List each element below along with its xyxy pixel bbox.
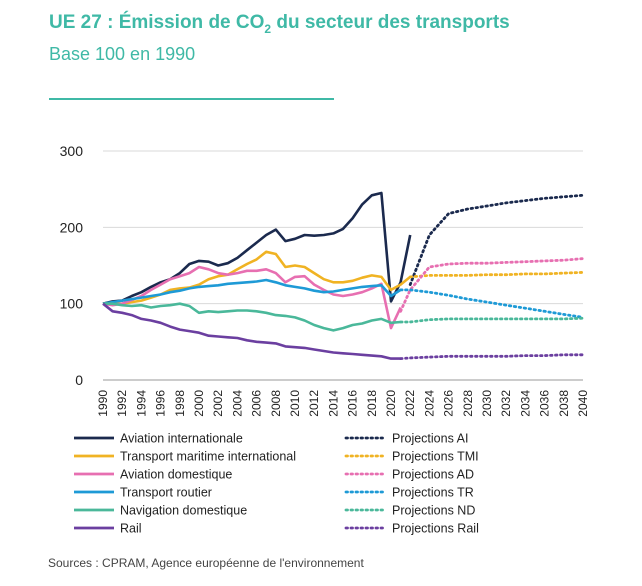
x-tick-label: 2026 — [442, 390, 456, 417]
legend-label: Transport routier — [120, 486, 212, 500]
series-line — [408, 193, 585, 287]
x-tick-label: 2038 — [557, 390, 571, 417]
y-tick-label: 0 — [75, 372, 83, 388]
x-tick-label: 1992 — [115, 390, 129, 417]
series-line — [102, 265, 402, 330]
legend-label: Aviation internationale — [120, 432, 243, 446]
series-line — [102, 191, 412, 305]
x-tick-label: 1990 — [96, 390, 110, 417]
series-line — [399, 353, 585, 361]
series-line — [102, 302, 401, 360]
series-line — [102, 278, 402, 305]
x-tick-label: 2036 — [538, 390, 552, 417]
legend-label: Navigation domestique — [120, 504, 247, 518]
x-tick-label: 1994 — [134, 390, 148, 417]
x-tick-label: 2018 — [365, 390, 379, 417]
x-tick-label: 2002 — [211, 390, 225, 417]
x-tick-label: 1996 — [154, 390, 168, 417]
x-tick-label: 2040 — [576, 390, 590, 417]
chart-title: UE 27 : Émission de CO2 du secteur des t… — [49, 12, 510, 36]
x-tick-label: 2028 — [461, 390, 475, 417]
x-tick-label: 2014 — [326, 390, 340, 417]
x-tick-label: 2020 — [384, 390, 398, 417]
legend-label: Projections TR — [392, 486, 474, 500]
title-suffix: du secteur des transports — [271, 12, 510, 33]
legend-label: Projections Rail — [392, 522, 479, 536]
series-line — [408, 270, 585, 279]
legend-label: Projections AI — [392, 432, 468, 446]
title-prefix: UE 27 : Émission de CO — [49, 12, 265, 33]
legend-label: Projections TMI — [392, 450, 479, 464]
legend-label: Aviation domestique — [120, 468, 232, 482]
x-tick-label: 2024 — [422, 390, 436, 417]
y-tick-label: 300 — [60, 143, 84, 159]
legend-label: Projections ND — [392, 504, 475, 518]
y-tick-label: 200 — [60, 219, 84, 235]
x-tick-label: 2032 — [499, 390, 513, 417]
legend-label: Rail — [120, 522, 142, 536]
series-line — [399, 288, 585, 319]
x-tick-label: 2034 — [518, 390, 532, 417]
x-tick-label: 2004 — [230, 390, 244, 417]
grid-lines — [103, 150, 583, 381]
x-tick-label: 2010 — [288, 390, 302, 417]
y-axis-ticks: 0 100 200 300 — [60, 143, 84, 388]
chart-subtitle: Base 100 en 1990 — [49, 44, 196, 64]
x-tick-label: 2000 — [192, 390, 206, 417]
title-divider — [49, 98, 334, 100]
x-tick-label: 2008 — [269, 390, 283, 417]
x-tick-label: 2016 — [346, 390, 360, 417]
x-tick-label: 2012 — [307, 390, 321, 417]
series-line — [103, 302, 401, 332]
series-line — [399, 316, 585, 324]
legend-label: Projections AD — [392, 468, 474, 482]
chart-legend: Aviation internationale Transport maritim… — [74, 432, 479, 536]
source-note: Sources : CPRAM, Agence européenne de l'… — [48, 556, 364, 570]
series-lines — [102, 191, 585, 361]
x-tick-label: 2006 — [250, 390, 264, 417]
x-axis-ticks: 1990 1992 1994 1996 1998 2000 2002 2004 2006 2008… — [96, 390, 590, 417]
x-tick-label: 2030 — [480, 390, 494, 417]
series-line — [399, 257, 585, 313]
title-subscript: 2 — [264, 21, 272, 36]
x-tick-label: 2022 — [403, 390, 417, 417]
x-tick-label: 1998 — [173, 390, 187, 417]
legend-label: Transport maritime international — [120, 450, 296, 464]
y-tick-label: 100 — [60, 296, 84, 312]
